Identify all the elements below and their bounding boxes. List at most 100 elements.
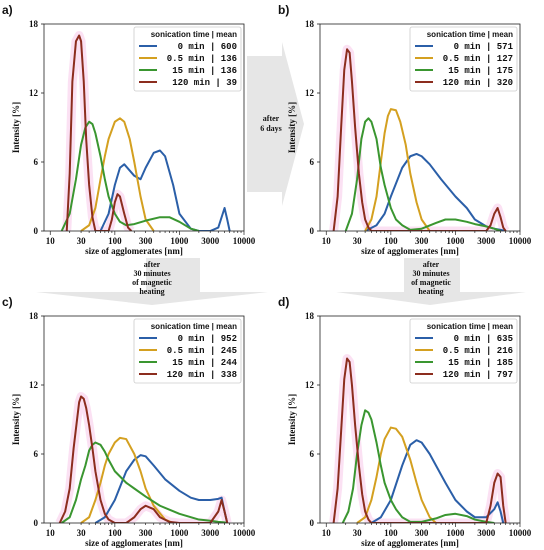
x-axis-label: size of agglomerates [nm] [85,246,183,256]
y-axis-label: Intensity [%] [287,394,297,445]
x-tick-label: 10 [322,236,332,246]
legend-entry: 0.5 min | 127 [443,54,513,64]
arrow-right-down-line-2: 30 minutes [412,269,449,278]
y-tick-label: 0 [310,518,315,528]
y-tick-label: 12 [29,380,39,390]
legend-title: sonication time | mean [427,322,513,331]
series-line-3 [58,395,229,523]
panel-letter: a) [2,3,13,17]
legend-title: sonication time | mean [151,30,237,39]
series-line-2 [344,117,501,231]
x-tick-label: 3000 [477,528,496,538]
legend-entry: 0 min | 952 [178,334,237,344]
plot-frame [319,23,521,232]
legend-title: sonication time | mean [151,322,237,331]
legend-entry: 120 min | 39 [172,78,237,88]
legend-entry: 0 min | 635 [454,334,513,344]
legend-entry: 0.5 min | 245 [167,346,237,356]
x-axis-label: size of agglomerates [nm] [361,538,459,548]
series-line-0 [370,439,505,523]
legend-entry: 120 min | 320 [443,78,513,88]
legend-entry: 15 min | 185 [448,358,513,368]
series-line-3 [332,357,507,523]
legend: sonication time | mean 0 min | 571 0.5 min… [409,26,518,92]
x-tick-label: 30 [353,236,363,246]
plot-frame [43,315,245,524]
arrow-left-line-2: 30 minutes [133,269,170,278]
y-tick-label: 0 [34,226,39,236]
y-tick-label: 18 [29,19,39,29]
arrow-right-down-line-1: after [423,260,440,269]
arrow-left-line-3: of magnetic [132,278,172,287]
x-tick-label: 30 [77,528,87,538]
x-tick-label: 30 [77,236,87,246]
y-tick-label: 12 [305,88,315,98]
x-tick-label: 10000 [509,528,532,538]
series-line-0 [99,149,231,231]
y-tick-label: 18 [29,311,39,321]
series-highlight [55,392,232,523]
x-tick-label: 300 [415,236,429,246]
arrow-right-line-1: after [263,114,280,123]
series-line-1 [364,108,431,231]
legend-entry: 15 min | 244 [172,358,237,368]
series-line-2 [61,441,228,523]
series-line-3 [332,48,507,231]
arrow-down-left-magnetic-heating: after 30 minutes of magnetic heating [36,258,268,305]
legend-entry: 0 min | 571 [454,42,514,52]
x-tick-label: 1000 [170,236,189,246]
series-line-1 [356,426,437,523]
series-line-3 [65,34,133,231]
x-tick-label: 3000 [201,528,220,538]
x-tick-label: 10 [46,528,56,538]
series-line-1 [80,117,155,231]
y-axis-label: Intensity [%] [11,102,21,153]
y-tick-label: 0 [34,518,39,528]
x-tick-label: 30 [353,528,363,538]
legend: sonication time | mean 0 min | 635 0.5 min… [409,318,518,384]
arrow-right-down-line-4: heating [418,287,443,296]
x-axis-label: size of agglomerates [nm] [361,246,459,256]
x-tick-label: 1000 [170,528,189,538]
legend-entry: 120 min | 797 [443,370,513,380]
panel-1: b) 0 6 12 18 10 30 100 300 1000 3000 10000 size of a… [278,3,532,256]
arrow-right-after-6-days: after 6 days [247,42,304,206]
arrow-right-line-2: 6 days [260,124,282,133]
y-tick-label: 18 [305,19,315,29]
panel-letter: b) [278,3,289,17]
y-tick-label: 12 [29,88,39,98]
x-tick-label: 300 [139,236,153,246]
y-axis-label: Intensity [%] [11,394,21,445]
panel-letter: d) [278,295,289,309]
x-tick-label: 3000 [201,236,220,246]
x-tick-label: 10000 [509,236,532,246]
series-line-2 [341,409,495,523]
legend-box [133,26,242,92]
y-tick-label: 18 [305,311,315,321]
series-line-0 [94,454,229,523]
x-tick-label: 300 [139,528,153,538]
panel-letter: c) [2,295,13,309]
x-tick-label: 300 [415,528,429,538]
legend-entry: 0.5 min | 136 [167,54,237,64]
arrow-right-down-line-3: of magnetic [411,278,451,287]
panel-3: d) 0 6 12 18 10 30 100 300 1000 3000 10000 size of a… [278,295,532,548]
x-tick-label: 100 [384,528,398,538]
legend: sonication time | mean 0 min | 952 0.5 min… [133,318,242,384]
y-tick-label: 0 [310,226,315,236]
y-tick-label: 6 [310,157,315,167]
legend-entry: 0.5 min | 216 [443,346,513,356]
legend-box [409,26,518,92]
y-tick-label: 6 [310,449,315,459]
plot-frame [319,315,521,524]
legend: sonication time | mean 0 min | 600 0.5 min… [133,26,242,92]
legend-entry: 15 min | 175 [448,66,513,76]
y-tick-label: 6 [34,449,39,459]
legend-entry: 15 min | 136 [172,66,237,76]
x-tick-label: 10000 [233,236,256,246]
y-axis-label: Intensity [%] [287,102,297,153]
legend-title: sonication time | mean [427,30,513,39]
legend-box [409,318,518,384]
series-line-2 [60,120,200,231]
